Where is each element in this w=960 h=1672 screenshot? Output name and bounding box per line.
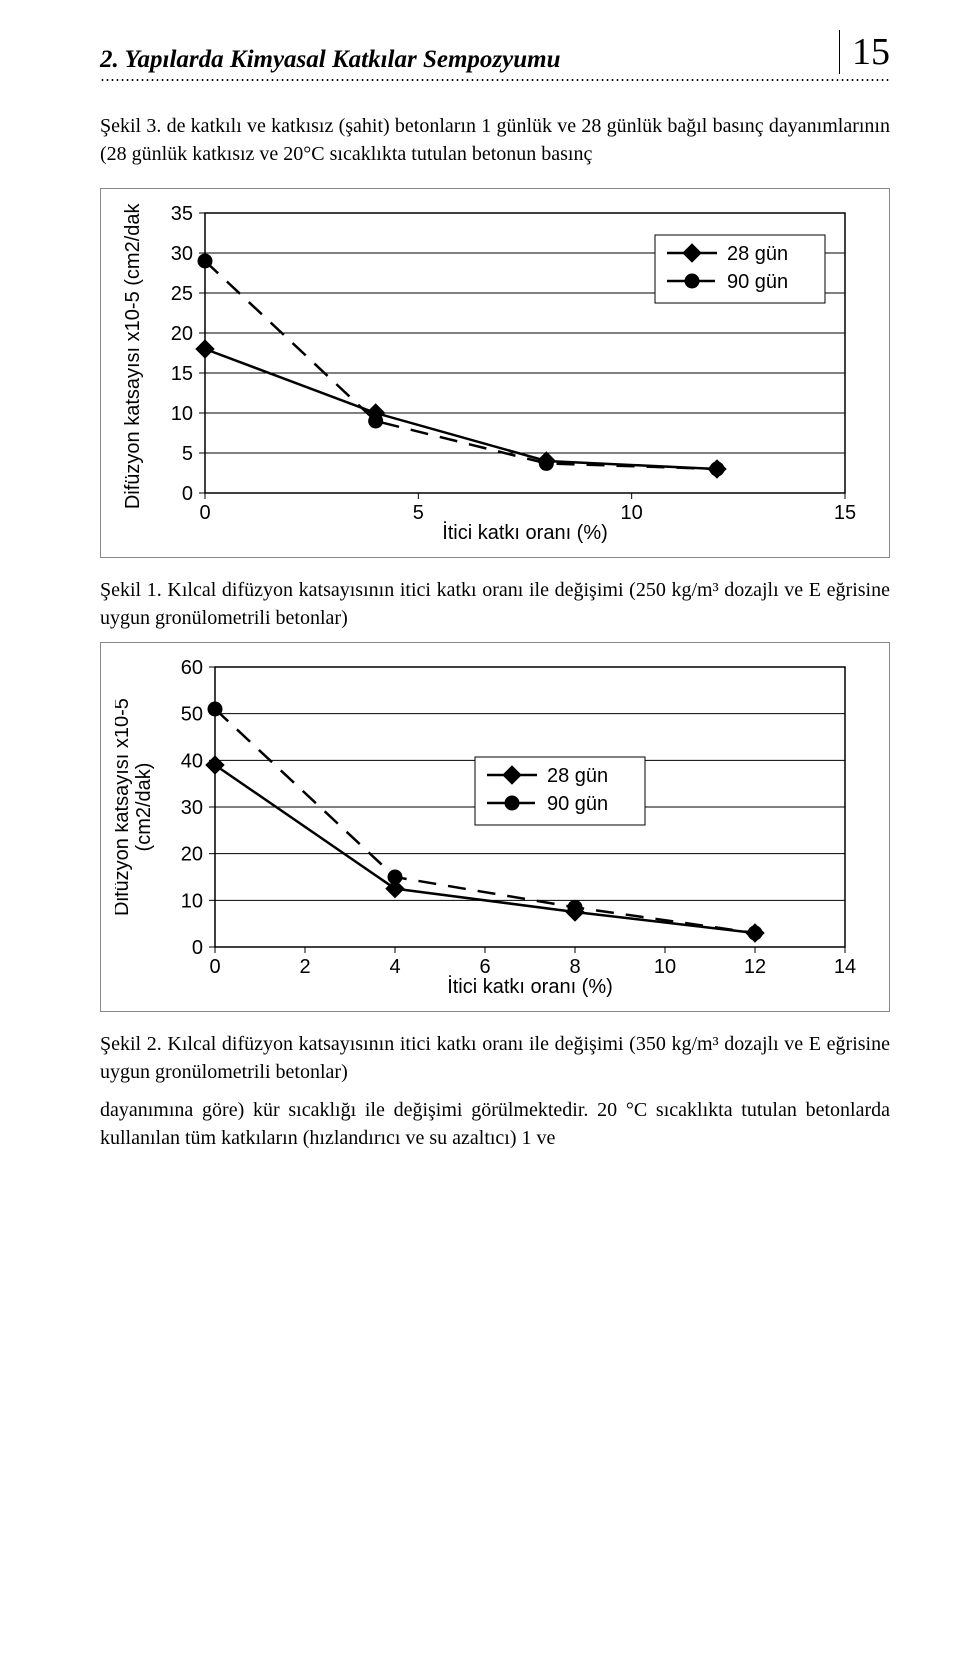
svg-text:0: 0 <box>192 937 203 959</box>
svg-text:(cm2/dak): (cm2/dak) <box>133 763 155 852</box>
svg-text:6: 6 <box>479 956 490 978</box>
svg-text:5: 5 <box>182 443 193 465</box>
svg-text:15: 15 <box>171 363 193 385</box>
header-title: 2. Yapılarda Kimyasal Katkılar Sempozyum… <box>100 46 839 74</box>
page-number: 15 <box>839 30 890 74</box>
caption-1: Şekil 1. Kılcal difüzyon katsayısının it… <box>100 576 890 632</box>
svg-text:28 gün: 28 gün <box>727 243 788 265</box>
svg-text:12: 12 <box>744 956 766 978</box>
svg-text:5: 5 <box>413 502 424 524</box>
svg-text:Difüzyon katsayısı x10-5 (cm2/: Difüzyon katsayısı x10-5 (cm2/dak) <box>122 203 144 509</box>
header-divider <box>100 78 890 82</box>
svg-text:Difüzyon katsayısı x10-5: Difüzyon katsayısı x10-5 <box>115 698 133 916</box>
svg-text:90 gün: 90 gün <box>547 793 608 815</box>
svg-text:60: 60 <box>181 657 203 679</box>
svg-text:14: 14 <box>834 956 856 978</box>
svg-text:20: 20 <box>171 323 193 345</box>
svg-text:50: 50 <box>181 704 203 726</box>
chart-1: 0 5 10 15 0 5 10 15 20 25 30 35 İtici katkı oranı (%… <box>115 203 875 543</box>
svg-text:10: 10 <box>654 956 676 978</box>
chart-2-frame: 0 2 4 6 8 10 12 14 0 10 20 30 40 50 60 İtici katkı oran… <box>100 642 890 1012</box>
svg-text:İtici katkı oranı (%): İtici katkı oranı (%) <box>447 975 613 997</box>
tail-paragraph: dayanımına göre) kür sıcaklığı ile değiş… <box>100 1096 890 1152</box>
svg-text:10: 10 <box>181 890 203 912</box>
svg-text:28 gün: 28 gün <box>547 765 608 787</box>
svg-text:30: 30 <box>181 797 203 819</box>
svg-text:25: 25 <box>171 283 193 305</box>
chart-1-frame: 0 5 10 15 0 5 10 15 20 25 30 35 İtici katkı oranı (%… <box>100 188 890 558</box>
svg-text:90 gün: 90 gün <box>727 271 788 293</box>
svg-text:20: 20 <box>181 844 203 866</box>
svg-text:10: 10 <box>171 403 193 425</box>
svg-text:2: 2 <box>299 956 310 978</box>
svg-text:0: 0 <box>182 483 193 505</box>
svg-text:10: 10 <box>621 502 643 524</box>
svg-text:40: 40 <box>181 750 203 772</box>
svg-text:İtici katkı oranı (%): İtici katkı oranı (%) <box>442 521 608 543</box>
chart-2: 0 2 4 6 8 10 12 14 0 10 20 30 40 50 60 İtici katkı oran… <box>115 657 875 997</box>
svg-text:0: 0 <box>209 956 220 978</box>
intro-paragraph: Şekil 3. de katkılı ve katkısız (şahit) … <box>100 112 890 168</box>
svg-text:8: 8 <box>569 956 580 978</box>
svg-text:0: 0 <box>199 502 210 524</box>
svg-text:30: 30 <box>171 243 193 265</box>
svg-text:35: 35 <box>171 203 193 225</box>
svg-text:15: 15 <box>834 502 856 524</box>
caption-2: Şekil 2. Kılcal difüzyon katsayısının it… <box>100 1030 890 1086</box>
svg-text:4: 4 <box>389 956 400 978</box>
page-header: 2. Yapılarda Kimyasal Katkılar Sempozyum… <box>100 30 890 74</box>
